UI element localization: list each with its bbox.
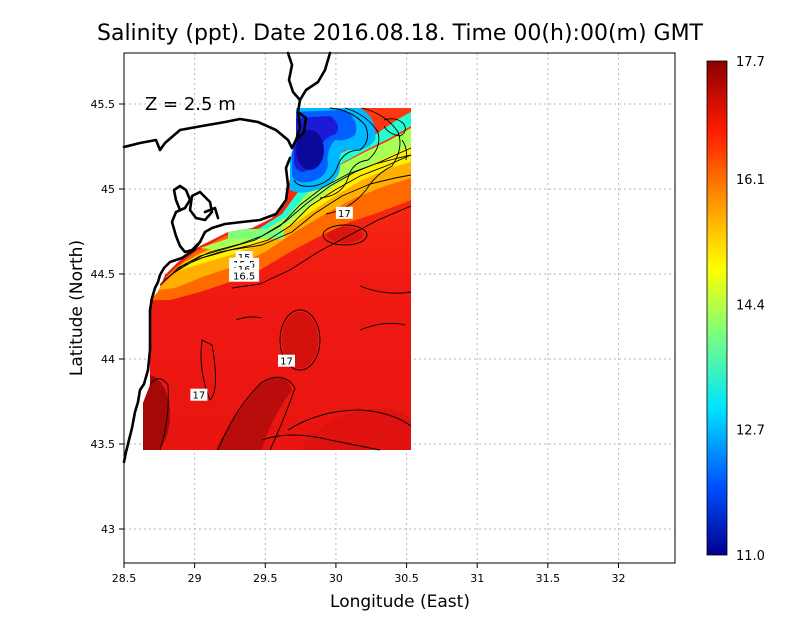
x-tick-label: 30.5 [394, 572, 419, 585]
x-tick-label: 31 [470, 572, 484, 585]
x-tick-label: 29 [188, 572, 202, 585]
y-tick-label: 43.5 [91, 438, 116, 451]
x-tick-label: 30 [329, 572, 343, 585]
contour-lines [149, 107, 412, 451]
colorbar-tick-label: 12.7 [736, 424, 765, 439]
y-tick-label: 44 [101, 353, 115, 366]
contour-label-text: 17 [280, 357, 293, 368]
contour-label: 17 [277, 354, 295, 368]
contour-label-text: 17 [338, 209, 351, 220]
colorbar-tick-label: 17.7 [736, 55, 765, 70]
x-tick-label: 28.5 [112, 572, 137, 585]
contour-label: 17 [335, 206, 353, 220]
y-tick-label: 45 [101, 183, 115, 196]
contour-label-text: 16.5 [233, 272, 255, 283]
depth-label: Z = 2.5 m [145, 94, 236, 115]
colorbar-tick-label: 11.0 [736, 549, 765, 564]
y-tick-label: 43 [101, 523, 115, 536]
colorbar [706, 60, 728, 556]
y-axis-ticks: 43 43.5 44 44.5 45 45.5 [91, 98, 124, 536]
y-tick-label: 45.5 [91, 98, 116, 111]
x-tick-label: 32 [611, 572, 625, 585]
y-tick-label: 44.5 [91, 268, 116, 281]
plot-frame [123, 52, 676, 564]
contour-label: 17 [190, 388, 208, 402]
chart-title: Salinity (ppt). Date 2016.08.18. Time 00… [97, 21, 704, 46]
x-tick-label: 29.5 [253, 572, 278, 585]
x-axis-label: Longitude (East) [330, 592, 470, 612]
x-axis-ticks: 28.5 29 29.5 30 30.5 31 31.5 32 [112, 563, 625, 585]
x-tick-label: 31.5 [536, 572, 561, 585]
salinity-field [143, 108, 411, 450]
contour-label-text: 17 [193, 391, 206, 402]
coastline [122, 51, 332, 464]
y-axis-label: Latitude (North) [67, 240, 87, 376]
colorbar-tick-label: 14.4 [736, 298, 765, 313]
contour-label: 16.5 [229, 269, 260, 283]
colorbar-tick-label: 16.1 [736, 173, 765, 188]
colorbar-tick-labels: 11.0 12.7 14.4 16.1 17.7 [736, 55, 765, 564]
